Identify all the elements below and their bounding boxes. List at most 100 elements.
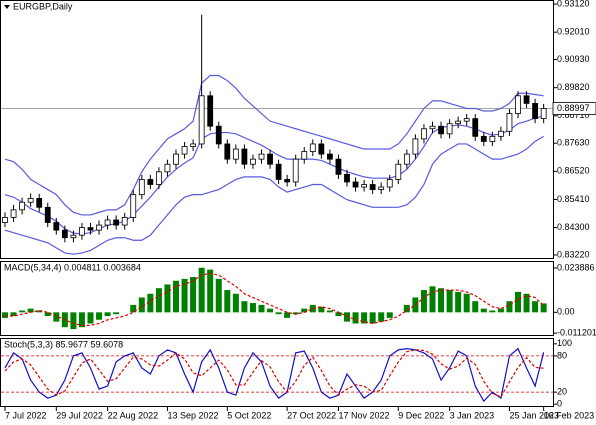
macd-bar	[480, 308, 487, 313]
macd-bar	[335, 312, 342, 317]
candle-body	[130, 194, 137, 218]
y-tick-label: 0.84300	[557, 222, 590, 232]
macd-bar	[207, 269, 214, 313]
candle-body	[480, 135, 487, 142]
macd-bar	[164, 284, 171, 313]
macd-bar	[27, 308, 34, 313]
candle-body	[378, 186, 385, 190]
macd-title: MACD(5,34,4) 0.004811 0.003684	[4, 262, 141, 272]
candle-body	[36, 198, 43, 208]
y-tick-label: 0.89820	[557, 82, 590, 92]
candle-body	[326, 153, 333, 160]
macd-bar	[173, 280, 179, 313]
macd-bar	[190, 277, 197, 313]
candle-body	[386, 179, 393, 188]
macd-bar	[70, 312, 77, 330]
candle-body	[104, 219, 111, 226]
macd-bar	[130, 304, 137, 313]
macd-bar	[301, 308, 308, 313]
macd-bar	[241, 301, 248, 313]
macd-bar	[78, 312, 85, 328]
indicator-line	[4, 115, 544, 235]
candle-body	[455, 120, 462, 125]
candle-body	[515, 95, 521, 114]
candle-body	[267, 153, 273, 165]
macd-bar	[318, 306, 325, 313]
macd-bar	[36, 310, 43, 313]
macd-bar	[44, 312, 51, 317]
candle-body	[215, 125, 222, 145]
stoch-title: Stoch(5,3,3) 85.9677 59.6078	[4, 339, 123, 349]
macd-bar	[224, 290, 231, 313]
macd-bar	[420, 290, 427, 313]
candle-body	[2, 217, 8, 223]
stoch-panel	[0, 338, 554, 407]
macd-bar	[292, 312, 299, 315]
macd-bar	[378, 312, 385, 322]
candle-body	[292, 158, 299, 183]
macd-bar	[232, 293, 239, 313]
macd-bar	[147, 293, 154, 313]
candle-body	[497, 130, 504, 137]
candle-body	[181, 146, 188, 155]
macd-bar	[53, 312, 60, 322]
candle-body	[506, 113, 513, 132]
symbol-menu-icon[interactable]	[4, 5, 10, 9]
y-tick-label: 0.83220	[557, 249, 590, 259]
macd-bar	[87, 312, 94, 324]
candle-body	[369, 184, 376, 190]
macd-bar	[497, 308, 504, 313]
candle-body	[207, 95, 214, 127]
candle-body	[309, 143, 316, 152]
macd-bar	[2, 312, 8, 318]
macd-bar	[249, 303, 256, 313]
price-panel	[0, 0, 554, 259]
macd-bar	[386, 312, 393, 318]
x-tick-label: 16 Feb 2023	[544, 410, 595, 420]
candle-body	[395, 163, 402, 180]
macd-bar	[10, 312, 17, 317]
macd-bar	[138, 297, 145, 313]
y-tick-label: 0.023886	[557, 262, 595, 272]
candle-body	[87, 227, 94, 231]
y-tick-label: 0.90930	[557, 54, 590, 64]
x-tick-label: 25 Jan 2023	[509, 410, 559, 420]
candle-body	[301, 151, 308, 160]
candle-body	[164, 163, 171, 173]
candle-body	[96, 224, 102, 231]
candle-body	[540, 108, 547, 120]
macd-bar	[361, 312, 368, 324]
x-tick-label: 27 Oct 2022	[287, 410, 336, 420]
y-tick-label: 80	[557, 350, 567, 360]
candle-body	[489, 135, 496, 142]
macd-bar	[155, 288, 162, 313]
candle-body	[403, 153, 410, 165]
candle-body	[10, 209, 17, 218]
y-tick-label: 0.87630	[557, 138, 590, 148]
macd-bar	[352, 312, 359, 324]
macd-bar	[472, 301, 479, 313]
macd-bar	[181, 278, 188, 313]
macd-bar	[412, 297, 419, 313]
y-tick-label: 0.92010	[557, 27, 590, 37]
candle-body	[335, 158, 342, 175]
macd-bar	[309, 304, 316, 313]
candle-body	[446, 123, 453, 135]
candle-body	[190, 143, 197, 147]
current-price-box	[552, 102, 596, 115]
macd-bar	[198, 267, 205, 313]
current-price-label: 0.88997	[557, 103, 590, 113]
indicator-line	[4, 74, 544, 216]
candle-body	[258, 153, 265, 160]
candle-body	[352, 181, 359, 188]
macd-bar	[489, 310, 496, 313]
macd-bar	[326, 310, 333, 313]
macd-bar	[455, 291, 462, 313]
y-tick-label: 0	[557, 399, 562, 409]
x-tick-label: 13 Sep 2022	[167, 410, 218, 420]
macd-bar	[267, 308, 274, 313]
x-tick-label: 22 Aug 2022	[108, 410, 159, 420]
candle-body	[138, 179, 145, 196]
candle-body	[147, 179, 154, 185]
y-tick-label: 20	[557, 386, 567, 396]
